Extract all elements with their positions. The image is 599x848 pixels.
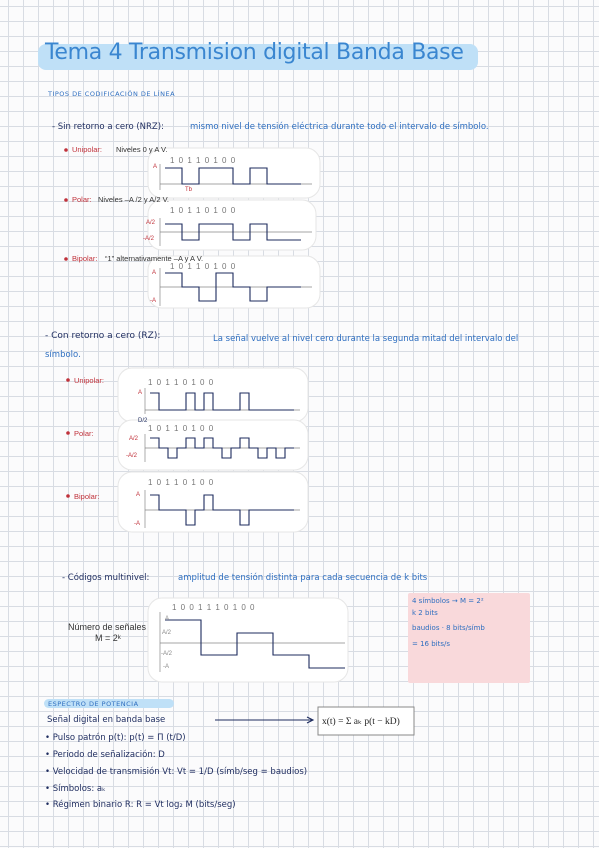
bullet: • Pulso patrón p(t): p(t) = Π (t/D) (45, 733, 186, 743)
period: Tb (185, 187, 193, 193)
item-name: Polar: (74, 429, 94, 438)
item-desc: “1” alternativamente –A y A V. (105, 254, 204, 263)
bullets (64, 148, 70, 498)
bullet: • Periodo de señalización: D (45, 750, 165, 760)
item-name: Unipolar: (72, 145, 103, 154)
bullet: • Velocidad de transmisión Vt: Vt = 1/D … (45, 767, 308, 777)
heading-highlight (44, 699, 174, 708)
waveforms (150, 167, 345, 724)
level: A (136, 492, 141, 498)
label: - Sin retorno a cero (NRZ): (52, 122, 164, 132)
text: mismo nivel de tensión eléctrica durante… (190, 122, 489, 132)
bits: 1 0 1 1 0 1 0 0 (170, 262, 237, 271)
level: -A (150, 298, 156, 304)
level: -A (134, 521, 140, 527)
bits: 1 0 1 1 0 1 0 0 (148, 424, 215, 433)
label: - Códigos multinivel: (62, 573, 150, 583)
item-desc: Niveles –A /2 y A/2 V. (98, 195, 170, 204)
text: amplitud de tensión distinta para cada s… (178, 573, 428, 583)
bits: 1 0 1 1 0 1 0 0 (148, 478, 215, 487)
bullet: • Régimen binario R: R = Vt log₂ M (bits… (45, 800, 236, 810)
note-line: 4 símbolos → M = 2² (412, 597, 484, 605)
level: A/2 (129, 436, 139, 442)
bits: 1 0 1 1 0 1 0 0 (170, 206, 237, 215)
item-name: Bipolar: (72, 254, 98, 263)
level: -A/2 (126, 453, 138, 459)
level: -A (163, 664, 169, 670)
item-name: Unipolar: (74, 376, 105, 385)
level: A/2 (162, 630, 172, 636)
note-line: baudios · 8 bits/símb (412, 624, 485, 632)
bits: 1 0 0 1 1 1 0 1 0 0 (172, 603, 256, 612)
bits: 1 0 1 1 0 1 0 0 (170, 156, 237, 165)
level: A (165, 616, 170, 622)
item-desc: Niveles 0 y A V. (116, 145, 168, 154)
heading: TIPOS DE CODIFICACIÓN DE LÍNEA (48, 90, 176, 98)
level: A (153, 164, 158, 170)
level: A (138, 390, 143, 396)
item-name: Bipolar: (74, 492, 100, 501)
box-text: M = 2ᵏ (95, 633, 121, 643)
bullet: • Símbolos: aₖ (45, 784, 106, 794)
title-highlight (38, 44, 478, 70)
formula: x(t) = Σ aₖ p(t − kD) (322, 717, 400, 727)
diagram-backgrounds (117, 147, 530, 736)
note-line: k 2 bits (412, 609, 438, 617)
box-text: Número de señales (68, 622, 147, 632)
level: -A/2 (143, 236, 155, 242)
text: Señal digital en banda base (47, 715, 166, 725)
level: A/2 (146, 220, 156, 226)
level: -A/2 (161, 651, 173, 657)
text: La señal vuelve al nivel cero durante la… (45, 334, 519, 360)
item-name: Polar: (72, 195, 92, 204)
note-line: = 16 bits/s (412, 640, 451, 648)
label: - Con retorno a cero (RZ): (45, 331, 161, 341)
bits: 1 0 1 1 0 1 0 0 (148, 378, 215, 387)
level: A (152, 270, 157, 276)
heading: ESPECTRO DE POTENCIA (48, 700, 139, 708)
period: D/2 (138, 418, 148, 424)
title: Tema 4 Transmision digital Banda Base (45, 40, 464, 65)
